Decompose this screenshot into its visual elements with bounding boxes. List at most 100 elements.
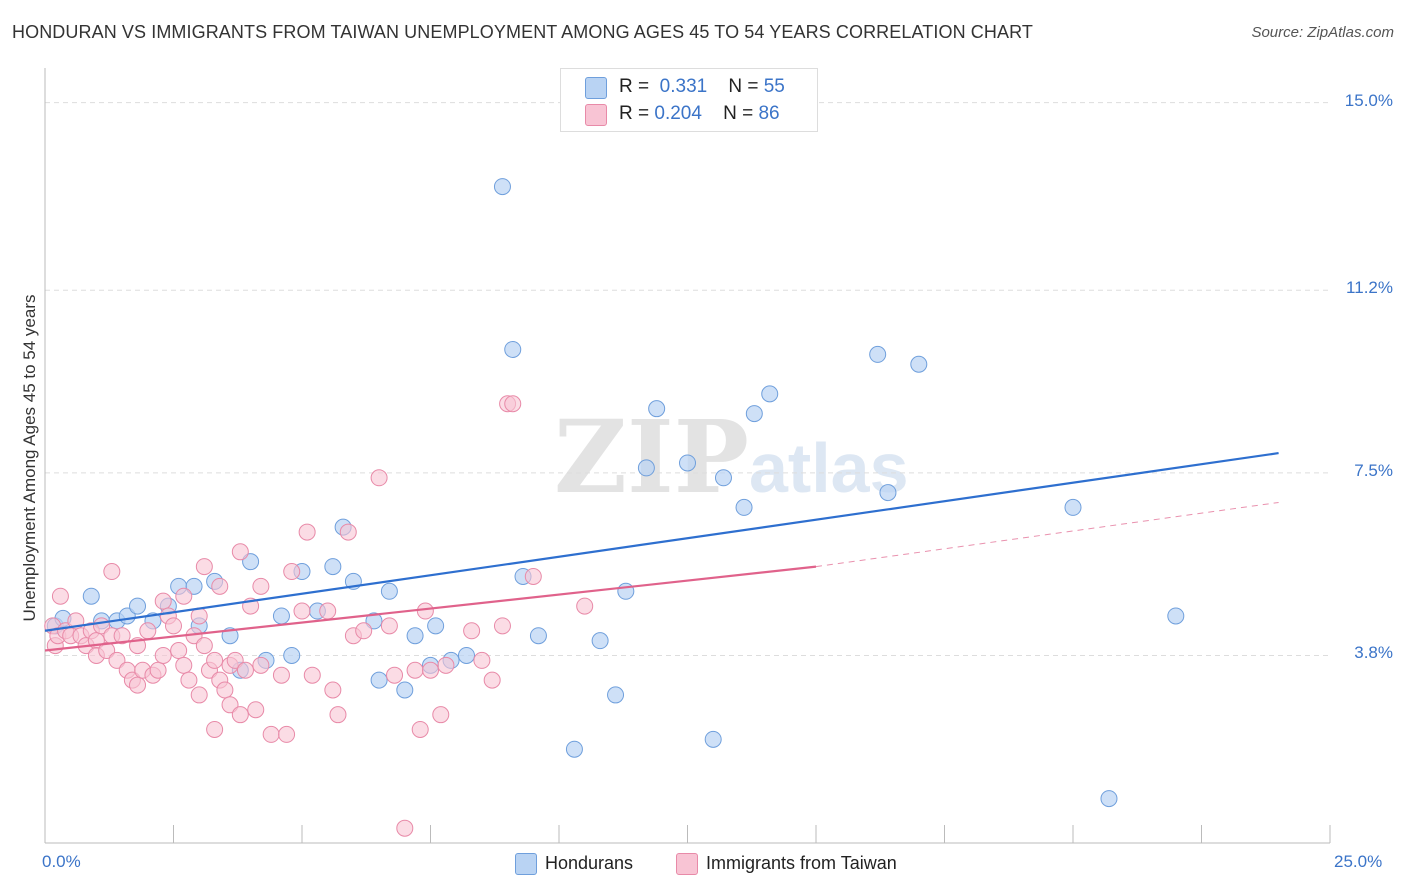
y-tick-label: 15.0% xyxy=(1344,90,1393,110)
data-point-immigrants-from-taiwan xyxy=(51,587,69,605)
data-point-immigrants-from-taiwan xyxy=(293,602,311,620)
data-point-immigrants-from-taiwan xyxy=(165,617,182,635)
data-point-hondurans xyxy=(283,646,301,664)
data-point-immigrants-from-taiwan xyxy=(154,592,172,610)
r-value: 0.204 xyxy=(654,103,702,124)
data-point-immigrants-from-taiwan xyxy=(236,661,254,679)
data-point-hondurans xyxy=(129,597,147,615)
data-point-immigrants-from-taiwan xyxy=(339,523,357,541)
data-point-immigrants-from-taiwan xyxy=(211,577,229,595)
data-point-immigrants-from-taiwan xyxy=(221,696,239,714)
data-point-immigrants-from-taiwan xyxy=(195,637,213,655)
data-point-immigrants-from-taiwan xyxy=(483,671,501,689)
data-point-immigrants-from-taiwan xyxy=(252,577,270,595)
data-point-hondurans xyxy=(745,405,763,423)
data-point-hondurans xyxy=(380,582,398,600)
data-point-immigrants-from-taiwan xyxy=(262,725,280,743)
data-point-immigrants-from-taiwan xyxy=(206,720,224,738)
r-label: R = xyxy=(619,103,650,124)
data-point-immigrants-from-taiwan xyxy=(113,627,131,645)
data-point-immigrants-from-taiwan xyxy=(170,642,188,660)
data-point-immigrants-from-taiwan xyxy=(504,395,522,413)
n-label: N = xyxy=(728,76,759,97)
data-point-immigrants-from-taiwan xyxy=(329,706,347,724)
data-point-immigrants-from-taiwan xyxy=(216,681,234,699)
data-point-hondurans xyxy=(365,612,383,630)
data-point-immigrants-from-taiwan xyxy=(272,666,290,684)
data-point-immigrants-from-taiwan xyxy=(98,642,116,660)
data-point-hondurans xyxy=(1100,790,1118,808)
data-point-immigrants-from-taiwan xyxy=(154,646,172,664)
axes xyxy=(44,68,1331,844)
data-point-hondurans xyxy=(396,681,414,699)
data-point-immigrants-from-taiwan xyxy=(437,656,455,674)
data-point-immigrants-from-taiwan xyxy=(422,661,439,679)
data-point-immigrants-from-taiwan xyxy=(226,651,244,669)
data-point-immigrants-from-taiwan xyxy=(463,622,481,640)
legend-text-taiwan: R = 0.204 N = 86 xyxy=(619,103,780,125)
data-point-immigrants-from-taiwan xyxy=(298,523,316,541)
data-point-hondurans xyxy=(493,178,511,196)
legend-swatch-pink xyxy=(676,853,698,875)
trend-lines xyxy=(44,452,1279,652)
data-point-immigrants-from-taiwan xyxy=(386,666,404,684)
legend-text-hondurans: R = 0.331 N = 55 xyxy=(619,76,785,98)
data-point-immigrants-from-taiwan xyxy=(380,617,398,635)
data-point-immigrants-from-taiwan xyxy=(324,681,342,699)
data-point-immigrants-from-taiwan xyxy=(278,725,296,743)
data-point-hondurans xyxy=(406,627,424,645)
legend-swatch-pink xyxy=(585,104,607,126)
n-value: 86 xyxy=(758,103,780,124)
data-point-hondurans xyxy=(272,607,290,625)
data-point-immigrants-from-taiwan xyxy=(149,661,167,679)
series-hondurans xyxy=(46,178,1185,808)
r-label: R = xyxy=(619,76,650,97)
data-point-hondurans xyxy=(648,400,666,418)
data-point-hondurans xyxy=(242,553,260,571)
data-point-immigrants-from-taiwan xyxy=(493,617,511,635)
data-point-hondurans xyxy=(735,498,753,516)
legend-swatch-blue xyxy=(585,77,607,99)
data-point-hondurans xyxy=(457,646,475,664)
data-point-immigrants-from-taiwan xyxy=(473,651,491,669)
chart-title: HONDURAN VS IMMIGRANTS FROM TAIWAN UNEMP… xyxy=(12,22,1033,42)
y-tick-label: 11.2% xyxy=(1346,278,1393,298)
data-point-immigrants-from-taiwan xyxy=(231,706,249,724)
y-tick-label: 3.8% xyxy=(1354,643,1393,663)
x-tick-label-min: 0.0% xyxy=(42,852,81,871)
data-point-immigrants-from-taiwan xyxy=(103,563,121,581)
y-tick-label: 7.5% xyxy=(1354,460,1393,480)
source-credit: Source: ZipAtlas.com xyxy=(1251,24,1394,41)
data-point-immigrants-from-taiwan xyxy=(129,676,147,694)
data-point-hondurans xyxy=(704,730,722,748)
data-point-hondurans xyxy=(1064,498,1082,516)
data-point-immigrants-from-taiwan xyxy=(396,819,414,837)
x-tick-label-max: 25.0% xyxy=(1334,852,1383,871)
data-point-immigrants-from-taiwan xyxy=(411,720,429,738)
data-point-hondurans xyxy=(591,632,609,650)
data-point-immigrants-from-taiwan xyxy=(180,671,198,689)
data-point-hondurans xyxy=(637,459,655,477)
data-point-immigrants-from-taiwan xyxy=(319,602,337,620)
r-value: 0.331 xyxy=(659,76,708,97)
data-point-immigrants-from-taiwan xyxy=(195,558,213,576)
data-point-immigrants-from-taiwan xyxy=(190,686,208,704)
data-point-hondurans xyxy=(714,469,732,487)
data-point-hondurans xyxy=(529,627,547,645)
data-point-immigrants-from-taiwan xyxy=(139,622,157,640)
data-point-hondurans xyxy=(565,740,583,758)
trend-line-extension-immigrants-from-taiwan xyxy=(815,501,1279,568)
data-point-hondurans xyxy=(679,454,696,472)
n-value: 55 xyxy=(763,76,785,97)
data-point-hondurans xyxy=(427,617,445,635)
legend-label-hondurans: Hondurans xyxy=(545,853,634,873)
trend-line-hondurans xyxy=(44,452,1279,632)
data-point-immigrants-from-taiwan xyxy=(175,587,193,605)
data-point-immigrants-from-taiwan xyxy=(406,661,424,679)
legend-swatch-blue xyxy=(515,853,537,875)
watermark: ZIPatlas xyxy=(554,398,909,516)
y-axis-label: Unemployment Among Ages 45 to 54 years xyxy=(20,294,39,622)
data-point-immigrants-from-taiwan xyxy=(283,563,301,581)
correlation-legend: R = 0.331 N = 55 R = 0.204 N = 86 xyxy=(560,68,818,132)
